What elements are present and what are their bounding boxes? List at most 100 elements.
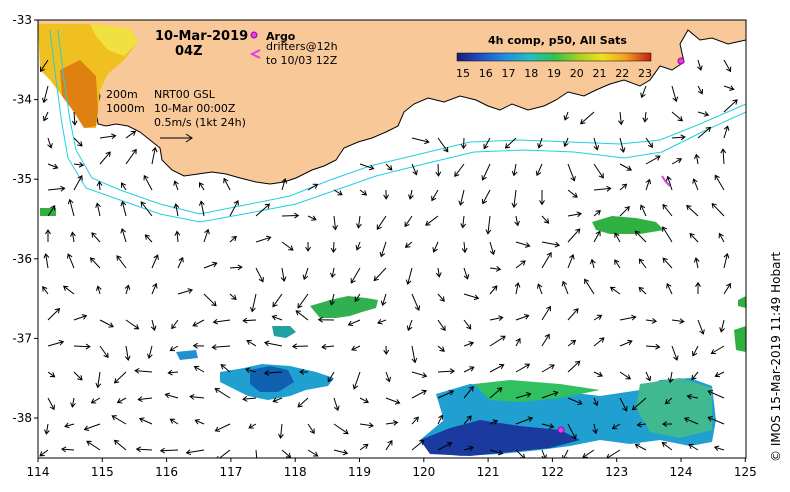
current-arrow bbox=[405, 267, 413, 286]
current-arrow bbox=[185, 449, 205, 456]
current-arrow bbox=[614, 259, 621, 269]
current-arrow bbox=[134, 367, 153, 374]
current-arrow bbox=[242, 317, 257, 324]
current-arrow bbox=[307, 183, 319, 191]
current-arrow bbox=[229, 235, 237, 243]
current-arrow bbox=[437, 390, 455, 399]
current-arrow bbox=[645, 137, 653, 148]
current-arrow bbox=[281, 212, 300, 219]
current-arrow bbox=[144, 234, 153, 243]
current-arrow bbox=[291, 343, 309, 350]
x-tick-label: 115 bbox=[91, 465, 114, 479]
current-arrow bbox=[593, 337, 605, 347]
current-arrow bbox=[592, 423, 598, 435]
current-arrow bbox=[383, 345, 390, 356]
current-arrow bbox=[689, 232, 699, 243]
current-arrow bbox=[39, 449, 49, 457]
current-arrow bbox=[47, 205, 56, 217]
current-arrow bbox=[489, 387, 503, 399]
current-arrow bbox=[593, 209, 601, 217]
current-arrow bbox=[95, 371, 102, 389]
current-arrow bbox=[47, 185, 66, 192]
current-arrow bbox=[536, 283, 543, 295]
sst-patch-leeuwin-cool bbox=[90, 24, 138, 56]
current-arrow bbox=[567, 339, 577, 347]
current-arrow bbox=[584, 278, 595, 295]
current-arrow bbox=[379, 241, 387, 258]
current-arrow bbox=[120, 228, 127, 243]
drifter-legend-icon bbox=[249, 49, 261, 59]
current-arrow bbox=[116, 397, 127, 404]
colorbar-tick-label: 15 bbox=[456, 67, 470, 80]
colorbar-tick-label: 20 bbox=[570, 67, 584, 80]
sst-patch-small bbox=[272, 326, 296, 338]
current-arrow bbox=[47, 137, 53, 149]
current-arrow bbox=[278, 423, 284, 440]
current-arrow bbox=[485, 215, 492, 235]
product-label: NRT00 GSL bbox=[154, 88, 216, 101]
current-arrow bbox=[619, 137, 626, 153]
current-arrow bbox=[666, 282, 673, 295]
current-arrow bbox=[116, 255, 127, 269]
colorbar-tick-label: 19 bbox=[547, 67, 561, 80]
current-arrow bbox=[619, 314, 637, 321]
current-arrow bbox=[664, 397, 673, 405]
current-arrow bbox=[89, 257, 101, 269]
current-arrow bbox=[99, 319, 114, 328]
current-arrow bbox=[645, 343, 661, 350]
y-tick-label: -38 bbox=[12, 411, 32, 425]
current-arrow bbox=[317, 316, 335, 323]
current-arrow bbox=[211, 344, 231, 350]
current-arrow bbox=[73, 161, 85, 168]
current-arrow bbox=[194, 419, 205, 425]
current-arrow bbox=[263, 369, 283, 376]
current-arrow bbox=[593, 314, 603, 321]
x-tick-label: 118 bbox=[284, 465, 307, 479]
argo-float[interactable] bbox=[677, 57, 685, 65]
current-arrow bbox=[73, 174, 83, 191]
current-arrow bbox=[411, 389, 427, 399]
current-arrow bbox=[272, 293, 283, 308]
current-arrow bbox=[483, 137, 491, 150]
current-arrow bbox=[541, 390, 559, 399]
current-arrow bbox=[638, 286, 647, 295]
current-arrow bbox=[203, 261, 218, 269]
current-arrow bbox=[609, 286, 621, 295]
current-arrow bbox=[330, 267, 336, 279]
current-arrow bbox=[619, 371, 632, 380]
current-arrow bbox=[199, 182, 205, 191]
current-arrow bbox=[385, 397, 401, 405]
current-arrow bbox=[562, 449, 569, 458]
colorbar-ticks: 15 16 17 18 19 20 21 22 23 bbox=[456, 67, 652, 80]
current-arrow bbox=[124, 284, 131, 295]
x-axis: 114 115 116 117 118 119 120 121 122 123 124 125 bbox=[27, 458, 757, 479]
current-arrow bbox=[173, 203, 180, 217]
current-arrow bbox=[593, 397, 599, 407]
current-arrow bbox=[280, 267, 287, 283]
current-arrow bbox=[671, 318, 685, 324]
current-arrow bbox=[385, 371, 391, 383]
current-arrow bbox=[305, 241, 312, 252]
x-tick-label: 117 bbox=[219, 465, 242, 479]
current-arrow bbox=[330, 241, 337, 254]
sst-patch-west-core bbox=[250, 366, 294, 392]
y-tick-label: -36 bbox=[12, 252, 32, 266]
current-arrow bbox=[354, 293, 361, 302]
x-tick-label: 120 bbox=[412, 465, 435, 479]
argo-float[interactable] bbox=[557, 426, 565, 434]
current-arrow bbox=[642, 111, 649, 123]
current-arrow bbox=[307, 423, 315, 434]
current-arrow bbox=[385, 163, 393, 171]
x-tick-label: 122 bbox=[541, 465, 564, 479]
drifter-legend-line1: drifters@12h bbox=[266, 40, 338, 53]
current-arrow bbox=[352, 371, 361, 390]
current-arrow bbox=[691, 371, 699, 381]
y-tick-label: -33 bbox=[12, 13, 32, 27]
current-arrow bbox=[198, 200, 205, 217]
current-arrow bbox=[47, 397, 55, 411]
current-arrow bbox=[695, 281, 701, 294]
current-arrow bbox=[411, 416, 419, 425]
current-arrow bbox=[671, 111, 684, 122]
current-arrow bbox=[297, 293, 309, 309]
sst-patch-ne bbox=[592, 216, 664, 234]
